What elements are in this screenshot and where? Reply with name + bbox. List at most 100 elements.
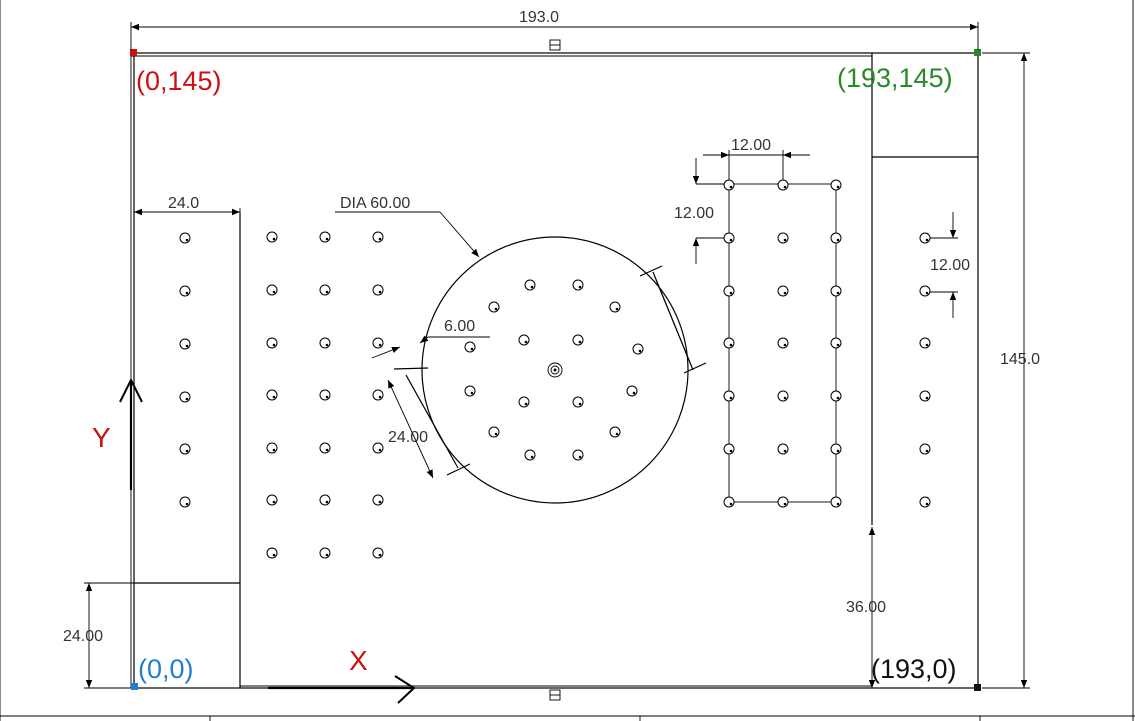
corner-label-bottom-right: (193,0) (871, 654, 957, 684)
hole-right-grid (723, 390, 735, 402)
hole-left-grid-center (325, 448, 329, 452)
hole-left-grid (266, 494, 278, 506)
hole-right-grid (830, 390, 842, 402)
hole-left-grid-center (378, 343, 382, 347)
dim-label-right-column-pitch: 12.00 (930, 257, 970, 274)
hole-outer-ring-center (615, 307, 619, 311)
hole-right-grid (830, 337, 842, 349)
hole-left-grid (372, 442, 384, 454)
hole-left-grid (319, 337, 331, 349)
hole-right-grid-center (729, 185, 733, 189)
hole-inner-ring (626, 385, 638, 397)
hole-left-grid-center (325, 500, 329, 504)
hole-right-grid (777, 179, 789, 191)
corner-label-top-left: (0,145) (136, 66, 222, 96)
hole-right-strip (919, 390, 931, 402)
hole-left-grid-center (378, 448, 382, 452)
hole-right-grid-center (836, 185, 840, 189)
hole-outer-ring (609, 301, 621, 313)
hole-right-grid-center (836, 502, 840, 506)
hole-left-grid (266, 547, 278, 559)
hole-right-grid-center (729, 238, 733, 242)
hole-right-grid (777, 443, 789, 455)
hole-outer-ring (524, 279, 536, 291)
hole-right-grid-center (729, 291, 733, 295)
hole-right-grid (830, 232, 842, 244)
hole-right-grid-center (836, 291, 840, 295)
hole-left-grid-center (325, 237, 329, 241)
hole-left-grid-center (272, 500, 276, 504)
hole-right-grid-center (783, 396, 787, 400)
hole-left-strip-center (185, 502, 189, 506)
hole-right-strip-center (925, 343, 929, 347)
hole-right-grid (723, 337, 735, 349)
hole-left-grid-center (378, 500, 382, 504)
hole-outer-ring-center (470, 347, 474, 351)
hole-right-grid (777, 390, 789, 402)
hole-left-grid-center (325, 343, 329, 347)
hole-left-strip (179, 338, 191, 350)
hole-left-grid (372, 284, 384, 296)
hole-right-grid-center (783, 238, 787, 242)
y-axis-label: Y (92, 422, 111, 453)
hole-right-strip (919, 337, 931, 349)
hole-left-grid (266, 231, 278, 243)
hole-left-strip (179, 391, 191, 403)
hole-outer-ring-center (638, 349, 642, 353)
hole-left-strip (179, 496, 191, 508)
hole-left-grid-center (378, 553, 382, 557)
hole-left-strip (179, 232, 191, 244)
hole-right-grid (723, 285, 735, 297)
hole-outer-ring-center (530, 285, 534, 289)
hole-outer-ring-center (578, 285, 582, 289)
hole-inner-ring-center (524, 340, 528, 344)
hole-outer-ring-center (494, 432, 498, 436)
corner-marker-top-left (130, 49, 137, 56)
hole-right-grid (723, 496, 735, 508)
hole-right-strip-center (925, 502, 929, 506)
hole-outer-ring (488, 426, 500, 438)
grid-pitch-dims: 12.00 12.00 12.00 (674, 137, 970, 318)
hole-left-strip-center (185, 344, 189, 348)
hole-outer-ring (632, 343, 644, 355)
hole-right-strip-center (925, 449, 929, 453)
corner-marker-bottom-right (974, 684, 981, 691)
ring-spacing-callout: 6.00 (371, 318, 490, 359)
dimension-bottom-left: 24.00 (63, 582, 134, 689)
hole-right-grid-center (783, 185, 787, 189)
plate-outline (130, 39, 979, 701)
corner-marker-top-right (974, 49, 981, 56)
hole-inner-ring (572, 334, 584, 346)
hole-left-grid-center (325, 553, 329, 557)
hole-right-grid (777, 496, 789, 508)
y-axis-arrow (119, 377, 143, 490)
hole-right-grid (830, 496, 842, 508)
hole-right-grid (830, 179, 842, 191)
dim-label-overall-height: 145.0 (1000, 351, 1040, 368)
hole-right-grid-center (783, 502, 787, 506)
hole-left-grid (266, 389, 278, 401)
hole-outer-ring (464, 341, 476, 353)
hole-outer-ring-center (578, 455, 582, 459)
hole-right-grid (777, 337, 789, 349)
hole-right-grid-center (729, 396, 733, 400)
hole-left-grid-center (272, 237, 276, 241)
dimension-right-strip-bottom: 36.00 (846, 527, 886, 688)
hole-left-strip (179, 443, 191, 455)
hole-right-grid (723, 232, 735, 244)
hole-right-grid (777, 232, 789, 244)
corner-marker-bottom-left (131, 683, 138, 690)
hole-right-strip (919, 285, 931, 297)
hole-right-grid (777, 285, 789, 297)
slot-left: 24.00 (387, 367, 471, 479)
hole-outer-ring-center (615, 432, 619, 436)
slot-right (639, 265, 707, 374)
hole-left-grid-center (378, 237, 382, 241)
hole-right-grid-center (783, 343, 787, 347)
dim-label-left-strip: 24.0 (168, 195, 199, 212)
hole-right-strip (919, 496, 931, 508)
hole-right-grid-center (836, 343, 840, 347)
dim-label-ring-spacing: 6.00 (444, 318, 475, 335)
